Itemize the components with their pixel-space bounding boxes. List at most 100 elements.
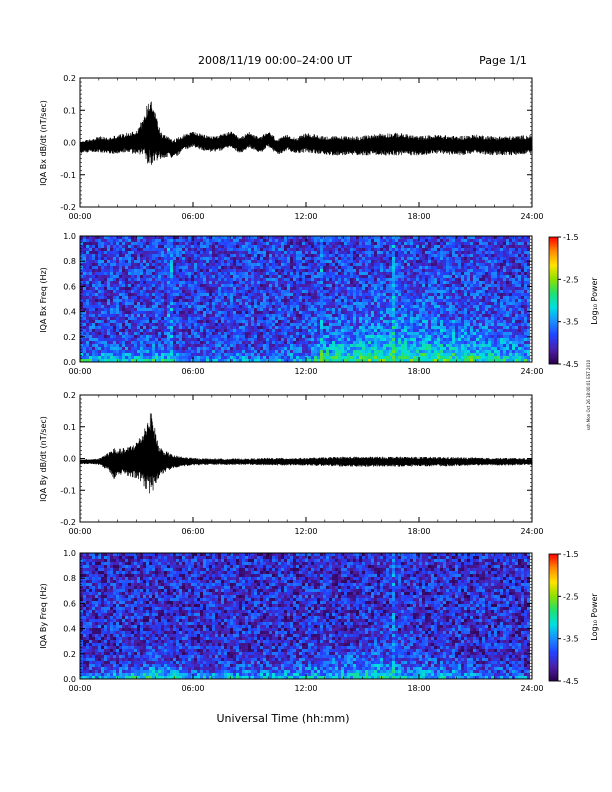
bx-spec-cell xyxy=(389,236,392,239)
bx-spec-cell xyxy=(371,311,374,314)
bx-spec-cell xyxy=(200,302,203,305)
bx-spec-cell xyxy=(137,269,140,272)
bx-spec-cell xyxy=(80,296,83,299)
bx-spec-cell xyxy=(359,353,362,356)
bx-spec-cell xyxy=(323,260,326,263)
bx-spec-cell xyxy=(350,326,353,329)
bx-spec-cell xyxy=(299,236,302,239)
bx-spec-cell xyxy=(413,275,416,278)
bx-spec-cell xyxy=(332,284,335,287)
bx-spec-cell xyxy=(371,332,374,335)
bx-spec-cell xyxy=(161,266,164,269)
bx-spec-cell xyxy=(197,290,200,293)
bx-spec-cell xyxy=(371,257,374,260)
bx-spec-cell xyxy=(287,293,290,296)
bx-spec-cell xyxy=(239,248,242,251)
bx-spec-cell xyxy=(107,311,110,314)
bx-spec-cell xyxy=(326,281,329,284)
bx-spec-cell xyxy=(386,293,389,296)
bx-spec-cell xyxy=(113,317,116,320)
bx-spec-cell xyxy=(137,356,140,359)
bx-spec-cell xyxy=(422,326,425,329)
bx-spec-cell xyxy=(149,266,152,269)
bx-spec-cell xyxy=(317,263,320,266)
bx-spec-cell xyxy=(308,290,311,293)
bx-spec-cell xyxy=(206,356,209,359)
bx-spec-cell xyxy=(353,320,356,323)
bx-spec-cell xyxy=(215,323,218,326)
bx-spec-cell xyxy=(281,338,284,341)
bx-spec-cell xyxy=(290,293,293,296)
bx-spec-cell xyxy=(368,335,371,338)
bx-spec-cell xyxy=(365,257,368,260)
bx-spec-cell xyxy=(266,245,269,248)
bx-spec-cell xyxy=(329,236,332,239)
bx-spec-cell xyxy=(215,317,218,320)
bx-spec-cell xyxy=(131,353,134,356)
bx-spec-cell xyxy=(122,239,125,242)
bx-spec-cell xyxy=(107,326,110,329)
bx-spec-cell xyxy=(170,260,173,263)
bx-spec-cell xyxy=(173,290,176,293)
bx-spec-cell xyxy=(179,353,182,356)
bx-spec-cell xyxy=(113,323,116,326)
bx-spec-cell xyxy=(377,305,380,308)
bx-spec-cell xyxy=(326,242,329,245)
bx-spec-cell xyxy=(185,335,188,338)
bx-spec-cell xyxy=(302,254,305,257)
bx-spec-cell xyxy=(119,335,122,338)
bx-spec-cell xyxy=(287,272,290,275)
bx-spec-cell xyxy=(296,329,299,332)
bx-spec-cell xyxy=(122,311,125,314)
bx-spec-cell xyxy=(395,284,398,287)
bx-spec-cell xyxy=(251,353,254,356)
bx-spec-cell xyxy=(260,281,263,284)
bx-spec-cell xyxy=(113,269,116,272)
bx-spec-cell xyxy=(392,320,395,323)
bx-spec-cell xyxy=(179,257,182,260)
bx-spec-cell xyxy=(158,251,161,254)
bx-spec-cell xyxy=(422,239,425,242)
bx-spec-cell xyxy=(410,278,413,281)
bx-spec-cell xyxy=(257,284,260,287)
bx-spec-cell xyxy=(200,248,203,251)
bx-spec-cell xyxy=(236,344,239,347)
bx-spec-cell xyxy=(347,344,350,347)
bx-spec-cell xyxy=(302,353,305,356)
bx-spec-cell xyxy=(308,269,311,272)
bx-spec-cell xyxy=(320,329,323,332)
bx-spec-cell xyxy=(101,320,104,323)
bx-spec-cell xyxy=(185,329,188,332)
bx-spec-cell xyxy=(386,359,389,362)
bx-spec-cell xyxy=(257,305,260,308)
bx-spec-cell xyxy=(242,281,245,284)
bx-spec-cell xyxy=(332,272,335,275)
bx-spec-cell xyxy=(344,356,347,359)
bx-spec-cell xyxy=(269,257,272,260)
bx-spec-cell xyxy=(275,290,278,293)
bx-spec-cell xyxy=(293,344,296,347)
bx-spec-cell xyxy=(419,248,422,251)
bx-spec-cell xyxy=(131,299,134,302)
bx-spec-cell xyxy=(245,278,248,281)
bx-spec-cell xyxy=(398,245,401,248)
bx-spec-cell xyxy=(293,257,296,260)
bx-spec-cell xyxy=(314,359,317,362)
bx-spec-cell xyxy=(362,308,365,311)
bx-spec-cell xyxy=(218,269,221,272)
bx-spec-cell xyxy=(134,257,137,260)
bx-spec-cell xyxy=(332,290,335,293)
bx-spec-cell xyxy=(152,326,155,329)
bx-spec-cell xyxy=(245,341,248,344)
bx-spec-cell xyxy=(251,305,254,308)
bx-spec-cell xyxy=(167,314,170,317)
bx-spec-cell xyxy=(272,344,275,347)
bx-spec-cell xyxy=(152,323,155,326)
bx-spec-cell xyxy=(194,347,197,350)
bx-spec-cell xyxy=(245,299,248,302)
bx-spec-cell xyxy=(140,290,143,293)
bx-spec-cell xyxy=(101,329,104,332)
bx-spec-cell xyxy=(260,308,263,311)
bx-spec-cell xyxy=(281,335,284,338)
bx-spec-cell xyxy=(146,290,149,293)
